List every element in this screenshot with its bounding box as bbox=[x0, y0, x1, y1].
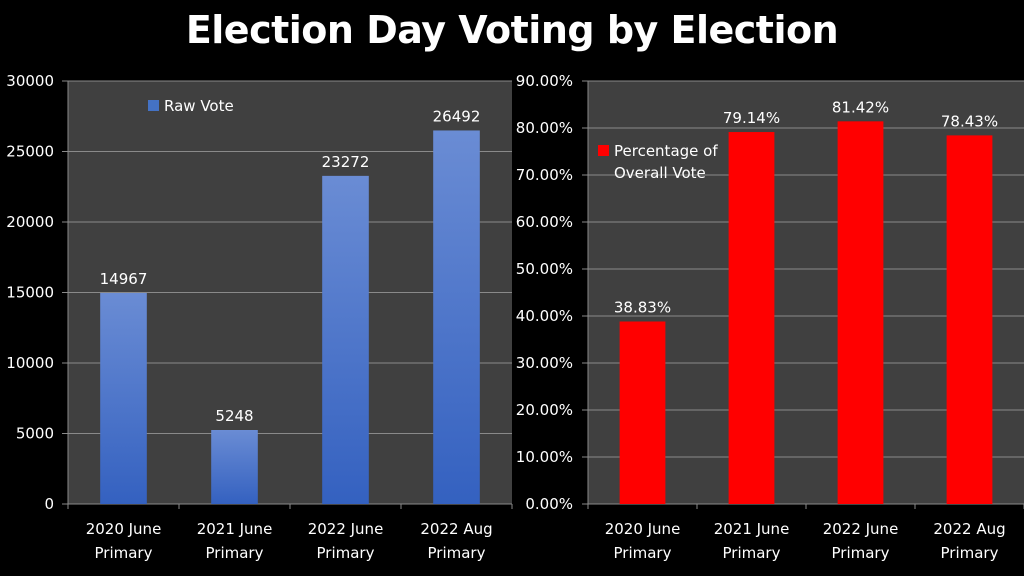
pct-y-tick-label: 80.00% bbox=[516, 119, 573, 137]
pct-bar bbox=[619, 321, 666, 504]
pct-legend-label: Percentage of bbox=[614, 142, 718, 160]
pct-x-tick-label: 2020 June bbox=[605, 520, 681, 538]
raw-y-tick-label: 10000 bbox=[6, 354, 54, 372]
raw-y-tick-label: 25000 bbox=[6, 143, 54, 161]
pct-legend-swatch bbox=[598, 145, 609, 156]
pct-y-tick-label: 30.00% bbox=[516, 354, 573, 372]
raw-bar bbox=[433, 130, 480, 504]
pct-y-tick-label: 50.00% bbox=[516, 260, 573, 278]
pct-x-tick-label: 2022 Aug bbox=[933, 520, 1005, 538]
raw-x-tick-label: 2022 June bbox=[308, 520, 384, 538]
pct-data-label: 79.14% bbox=[723, 109, 780, 127]
pct-x-tick-label: 2021 June bbox=[714, 520, 790, 538]
pct-y-tick-label: 0.00% bbox=[525, 495, 573, 513]
pct-data-label: 78.43% bbox=[941, 112, 998, 130]
pct-y-tick-label: 90.00% bbox=[516, 72, 573, 90]
raw-x-tick-label: 2021 June bbox=[197, 520, 273, 538]
raw-bar bbox=[100, 292, 147, 504]
pct-x-tick-label: Primary bbox=[614, 544, 672, 562]
pct-bar bbox=[837, 121, 884, 505]
raw-y-tick-label: 20000 bbox=[6, 213, 54, 231]
pct-y-tick-label: 40.00% bbox=[516, 307, 573, 325]
raw-x-tick-label: Primary bbox=[317, 544, 375, 562]
pct-x-tick-label: Primary bbox=[723, 544, 781, 562]
raw-y-tick-label: 5000 bbox=[16, 425, 54, 443]
pct-bar bbox=[946, 135, 993, 504]
pct-x-tick-label: Primary bbox=[941, 544, 999, 562]
raw-x-tick-label: 2020 June bbox=[86, 520, 162, 538]
pct-y-tick-label: 60.00% bbox=[516, 213, 573, 231]
raw-legend-label: Raw Vote bbox=[164, 97, 234, 115]
raw-data-label: 26492 bbox=[433, 107, 481, 125]
raw-bar bbox=[322, 175, 369, 504]
raw-x-tick-label: Primary bbox=[428, 544, 486, 562]
raw-data-label: 23272 bbox=[322, 153, 370, 171]
pct-legend-label: Overall Vote bbox=[614, 164, 706, 182]
pct-data-label: 38.83% bbox=[614, 298, 671, 316]
pct-y-tick-label: 70.00% bbox=[516, 166, 573, 184]
pct-x-tick-label: Primary bbox=[832, 544, 890, 562]
raw-x-tick-label: Primary bbox=[95, 544, 153, 562]
raw-y-tick-label: 0 bbox=[44, 495, 54, 513]
pct-data-label: 81.42% bbox=[832, 98, 889, 116]
raw-y-tick-label: 30000 bbox=[6, 72, 54, 90]
raw-x-tick-label: 2022 Aug bbox=[420, 520, 492, 538]
raw-legend-swatch bbox=[148, 100, 159, 111]
raw-x-tick-label: Primary bbox=[206, 544, 264, 562]
raw-data-label: 5248 bbox=[215, 407, 253, 425]
pct-bar bbox=[728, 132, 775, 505]
raw-bar bbox=[211, 430, 258, 504]
raw-data-label: 14967 bbox=[100, 270, 148, 288]
pct-x-tick-label: 2022 June bbox=[823, 520, 899, 538]
chart-title: Election Day Voting by Election bbox=[185, 8, 839, 52]
raw-y-tick-label: 15000 bbox=[6, 284, 54, 302]
pct-y-tick-label: 20.00% bbox=[516, 401, 573, 419]
pct-y-tick-label: 10.00% bbox=[516, 448, 573, 466]
